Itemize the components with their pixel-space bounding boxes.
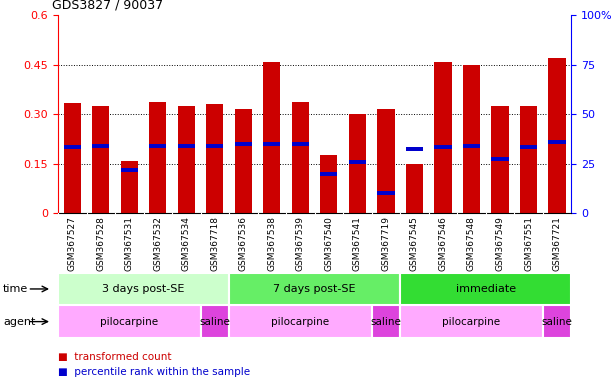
Text: 7 days post-SE: 7 days post-SE	[273, 284, 356, 294]
Text: saline: saline	[199, 316, 230, 327]
Bar	[463, 144, 480, 147]
Text: immediate: immediate	[456, 284, 516, 294]
Text: GSM367541: GSM367541	[353, 216, 362, 271]
Bar	[235, 142, 252, 146]
Bar	[491, 157, 508, 161]
Bar	[400, 305, 543, 338]
Bar	[235, 109, 252, 213]
Text: GSM367527: GSM367527	[68, 216, 77, 271]
Text: GSM367546: GSM367546	[439, 216, 447, 271]
Text: saline: saline	[541, 316, 573, 327]
Bar	[320, 172, 337, 175]
Bar	[92, 106, 109, 213]
Bar	[320, 156, 337, 213]
Text: GDS3827 / 90037: GDS3827 / 90037	[52, 0, 163, 12]
Bar	[371, 305, 400, 338]
Bar	[58, 273, 229, 305]
Bar	[292, 142, 309, 146]
Bar	[263, 142, 280, 146]
Text: GSM367549: GSM367549	[496, 216, 505, 271]
Bar	[121, 168, 138, 172]
Bar	[92, 144, 109, 147]
Text: GSM367551: GSM367551	[524, 216, 533, 271]
Text: GSM367540: GSM367540	[324, 216, 334, 271]
Bar	[549, 140, 566, 144]
Bar	[207, 144, 224, 147]
Text: pilocarpine: pilocarpine	[100, 316, 158, 327]
Text: GSM367721: GSM367721	[552, 216, 562, 271]
Bar	[178, 106, 195, 213]
Text: 3 days post-SE: 3 days post-SE	[103, 284, 185, 294]
Bar	[200, 305, 229, 338]
Bar	[292, 102, 309, 213]
Bar	[434, 61, 452, 213]
Text: time: time	[3, 284, 28, 294]
Text: GSM367718: GSM367718	[210, 216, 219, 271]
Bar	[549, 58, 566, 213]
Bar	[229, 305, 371, 338]
Text: GSM367545: GSM367545	[410, 216, 419, 271]
Text: GSM367538: GSM367538	[268, 216, 276, 271]
Bar	[406, 147, 423, 151]
Bar	[178, 144, 195, 147]
Bar	[64, 145, 81, 149]
Bar	[149, 144, 166, 147]
Bar	[491, 106, 508, 213]
Text: ■  transformed count: ■ transformed count	[58, 352, 172, 362]
Bar	[207, 104, 224, 213]
Bar	[349, 160, 366, 164]
Bar	[349, 114, 366, 213]
Bar	[378, 191, 395, 195]
Bar	[520, 145, 537, 149]
Bar	[463, 65, 480, 213]
Bar	[64, 103, 81, 213]
Text: GSM367528: GSM367528	[97, 216, 105, 271]
Text: GSM367536: GSM367536	[239, 216, 248, 271]
Bar	[229, 273, 400, 305]
Text: GSM367532: GSM367532	[153, 216, 163, 271]
Text: GSM367719: GSM367719	[381, 216, 390, 271]
Text: pilocarpine: pilocarpine	[442, 316, 500, 327]
Text: GSM367534: GSM367534	[182, 216, 191, 271]
Text: GSM367539: GSM367539	[296, 216, 305, 271]
Text: ■  percentile rank within the sample: ■ percentile rank within the sample	[58, 367, 250, 377]
Bar	[378, 109, 395, 213]
Bar	[149, 102, 166, 213]
Bar	[434, 145, 452, 149]
Bar	[406, 164, 423, 213]
Bar	[400, 273, 571, 305]
Bar	[520, 106, 537, 213]
Text: saline: saline	[370, 316, 401, 327]
Bar	[121, 161, 138, 213]
Text: GSM367548: GSM367548	[467, 216, 476, 271]
Text: pilocarpine: pilocarpine	[271, 316, 329, 327]
Text: GSM367531: GSM367531	[125, 216, 134, 271]
Bar	[263, 63, 280, 213]
Bar	[543, 305, 571, 338]
Text: agent: agent	[3, 316, 35, 327]
Bar	[58, 305, 200, 338]
